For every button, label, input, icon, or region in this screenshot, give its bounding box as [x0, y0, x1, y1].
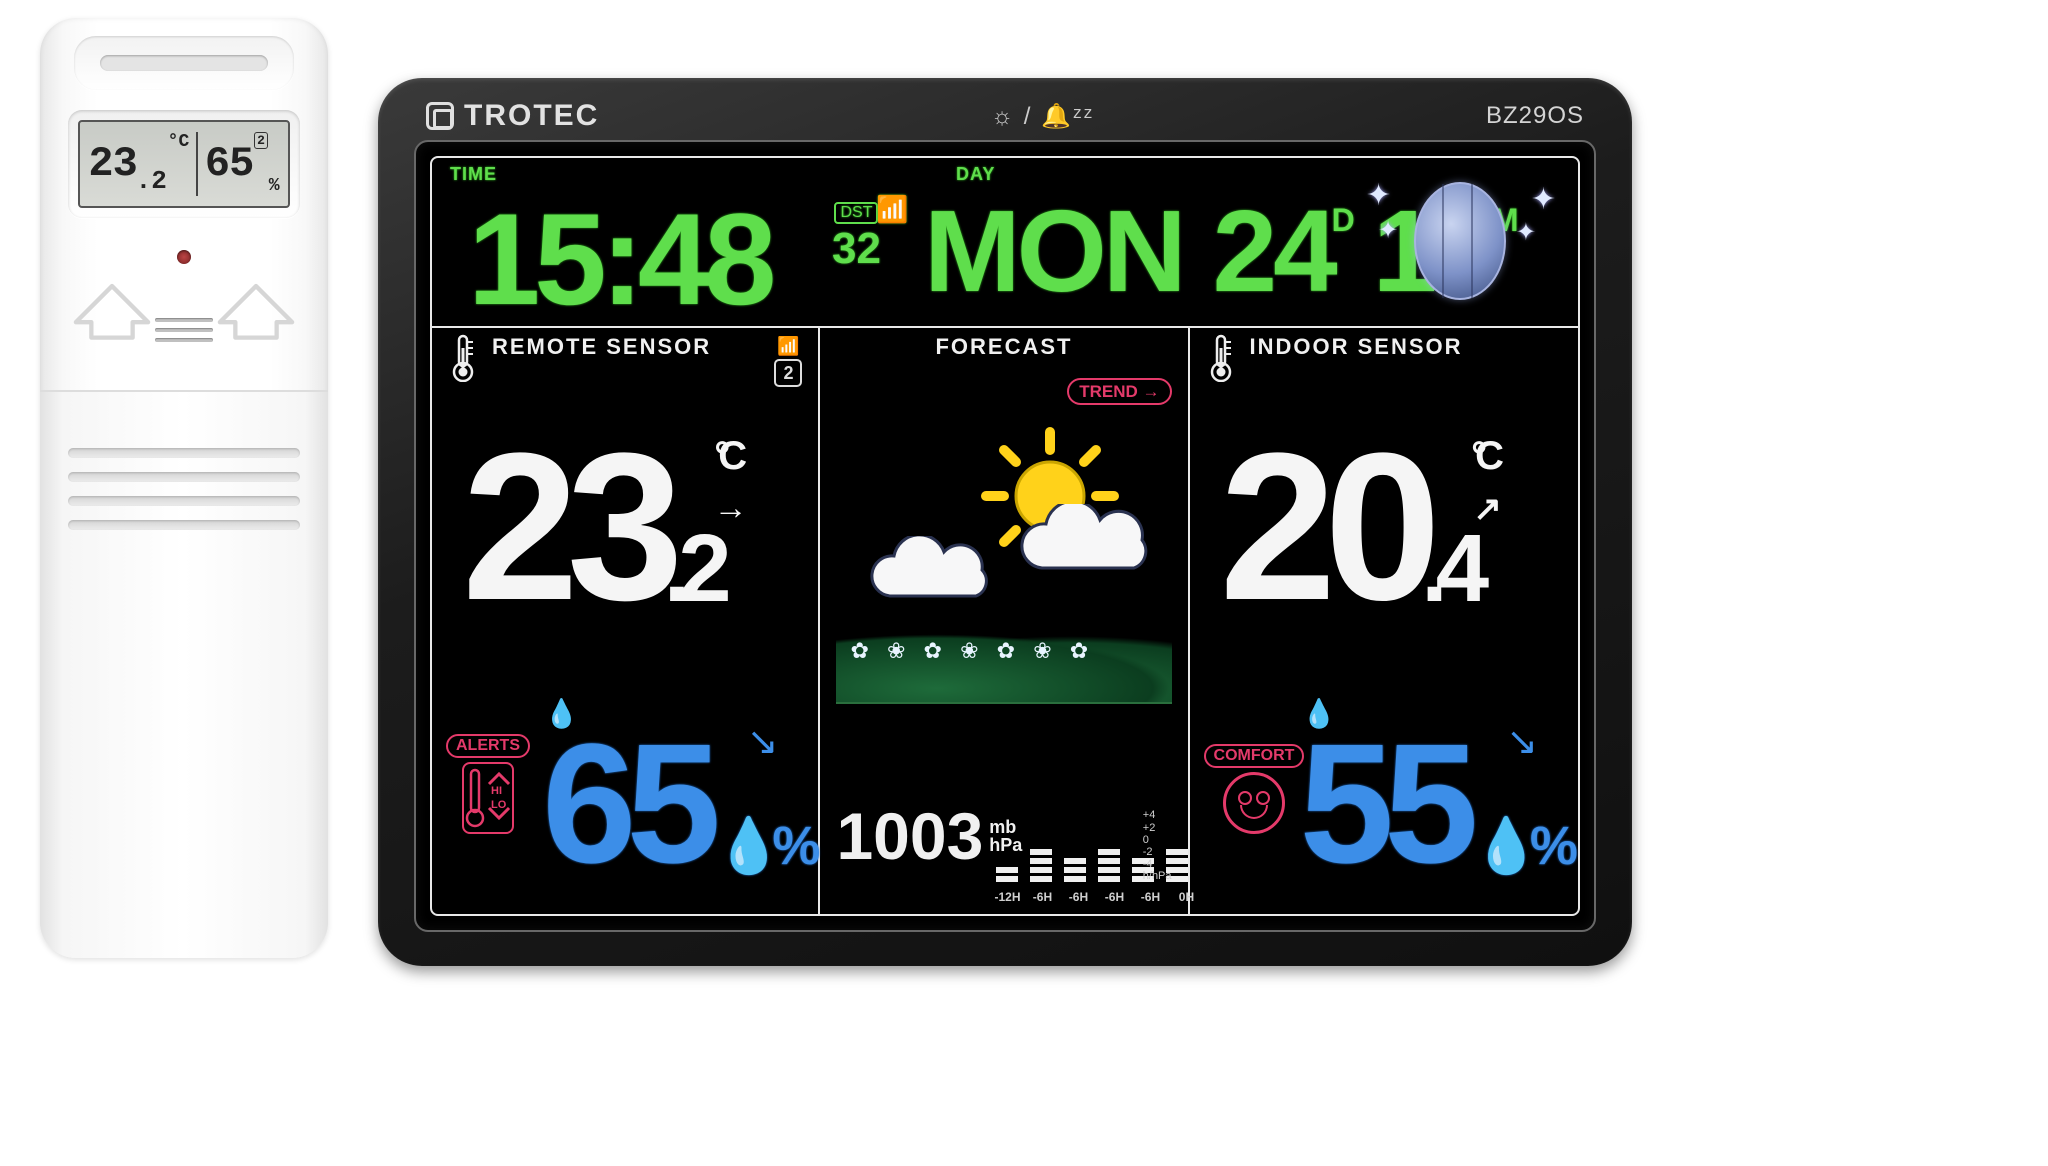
indoor-hum-value: 55 [1300, 706, 1469, 902]
remote-temp: 23 .2 °C → [462, 406, 736, 648]
remote-temp-int: 23 [462, 406, 672, 648]
dst-value: 32 [832, 224, 881, 274]
day-label: DAY [956, 164, 995, 185]
sensor-row: REMOTE SENSOR 📶 2 23 .2 °C → 💧 [432, 328, 1578, 914]
hum-trend-arrow-icon: ↘ [1506, 719, 1538, 764]
model-number: BZ29OS [1486, 102, 1584, 130]
indoor-temp-dec: .4 [1421, 514, 1477, 624]
sensor-temp-unit: °C [168, 132, 190, 152]
indoor-label: INDOOR SENSOR [1250, 334, 1463, 360]
screen-frame: TIME DAY 15:48 DST 32 📶 MON 24 D 10 M [430, 156, 1580, 916]
trend-indicator: TREND → [1067, 382, 1171, 402]
moon-icon [1414, 182, 1506, 300]
forecast-panel: FORECAST TREND → [820, 328, 1189, 914]
svg-text:HI: HI [491, 785, 502, 797]
star-icon: ✦ [1516, 218, 1536, 247]
pressure-history-labels: -12H-6H-6H-6H-6H0H [994, 890, 1198, 904]
sensor-lcd-sep [196, 132, 198, 196]
sensor-lcd-frame: 23 .2 °C 65 2 % [68, 110, 300, 218]
sensor-hum-unit: % [269, 176, 280, 196]
remote-temp-dec: .2 [664, 514, 720, 624]
alerts-hilo-icon: HI LO [462, 762, 514, 834]
indoor-temp-unit: °C [1471, 434, 1492, 479]
temp-trend-arrow-icon: → [714, 489, 736, 528]
indoor-hum-unit: 💧% [1473, 815, 1568, 878]
remote-label: REMOTE SENSOR [492, 334, 711, 360]
sensor-hum: 65 [205, 140, 253, 188]
brand: TROTEC [426, 99, 599, 133]
forecast-graphic [840, 406, 1167, 636]
moon-phase: ✦ ✦ ✦ ✦ [1360, 172, 1560, 310]
alerts-indicator: ALERTS HI LO [446, 734, 530, 834]
remote-hum-unit: 💧% [715, 815, 810, 878]
sensor-channel: 2 [254, 132, 268, 149]
day-sup: D [1332, 202, 1351, 239]
pressure-scale: +4+20-2-4h/hPa [1143, 809, 1172, 882]
star-icon: ✦ [1366, 178, 1391, 213]
lcd-screen: TIME DAY 15:48 DST 32 📶 MON 24 D 10 M [414, 140, 1596, 932]
landscape-graphic [836, 634, 1171, 704]
thermometer-icon [1206, 334, 1236, 382]
dst-tag: DST [834, 202, 878, 224]
comfort-label: COMFORT [1204, 744, 1305, 768]
sensor-grip-grooves [68, 448, 300, 530]
remote-hum-value: 65 [542, 706, 711, 902]
alerts-label: ALERTS [446, 734, 530, 758]
temp-trend-arrow-icon: ↗ [1473, 489, 1490, 529]
time-date-row: TIME DAY 15:48 DST 32 📶 MON 24 D 10 M [432, 158, 1578, 328]
sensor-lcd: 23 .2 °C 65 2 % [78, 120, 290, 208]
smiley-face-icon [1223, 772, 1285, 834]
trend-arrow-icon: → [1143, 382, 1160, 401]
indoor-temp-int: 20 [1220, 406, 1430, 648]
sensor-temp: 23 [88, 140, 136, 188]
bezel-top-row: TROTEC ☼ / 🔔ᶻᶻ BZ29OS [414, 96, 1596, 140]
hum-trend-arrow-icon: ↘ [747, 719, 779, 764]
channel-indicator: 📶 2 [774, 336, 802, 387]
comfort-indicator: COMFORT [1204, 744, 1305, 834]
pressure-number: 1003 [836, 798, 983, 874]
weather-station: TROTEC ☼ / 🔔ᶻᶻ BZ29OS TIME DAY 15:48 DST… [378, 78, 1632, 966]
svg-text:LO: LO [491, 799, 507, 811]
dow: MON [924, 184, 1183, 318]
cloud-icon [1010, 504, 1160, 590]
channel-number: 2 [774, 359, 802, 387]
trend-label: TREND [1079, 382, 1138, 401]
radio-signal-icon: 📶 [876, 194, 908, 225]
sensor-speaker-slits [155, 318, 213, 342]
thermometer-icon [448, 334, 478, 382]
time-value: 15:48 [468, 184, 771, 334]
remote-temp-unit: °C [714, 434, 735, 479]
sensor-temp-dec: .2 [136, 166, 167, 196]
sensor-led [177, 250, 191, 264]
hanger-slot [74, 36, 294, 90]
brand-text: TROTEC [464, 99, 599, 133]
remote-sensor-panel: REMOTE SENSOR 📶 2 23 .2 °C → 💧 [432, 328, 820, 914]
pressure-unit-mb: mb [989, 818, 1022, 836]
indoor-sensor-panel: INDOOR SENSOR 20 .4 °C ↗ 💧 55 💧% [1190, 328, 1578, 914]
brand-logo-icon [426, 102, 454, 130]
time-label: TIME [450, 164, 497, 185]
star-icon: ✦ [1378, 216, 1398, 245]
light-snooze-icon[interactable]: ☼ / 🔔ᶻᶻ [991, 102, 1094, 131]
forecast-label: FORECAST [935, 334, 1072, 360]
cloud-icon [860, 536, 1000, 616]
dst-indicator: DST 32 [832, 202, 881, 274]
star-icon: ✦ [1531, 182, 1556, 217]
signal-icon: 📶 [777, 336, 799, 357]
day-number: 24 [1213, 184, 1334, 318]
pressure-block: 1003 mb hPa -12H-6H-6H-6H-6H0H +4+20-2-4… [836, 798, 1171, 908]
indoor-temp: 20 .4 °C ↗ [1220, 406, 1493, 648]
remote-sensor-unit: 23 .2 °C 65 2 % [40, 18, 328, 958]
